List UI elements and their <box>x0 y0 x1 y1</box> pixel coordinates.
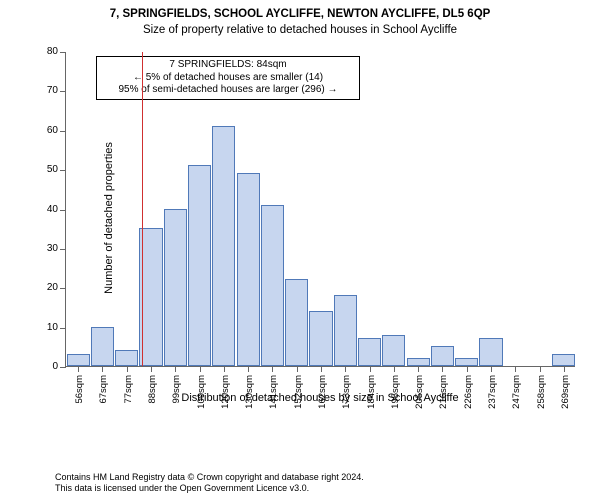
x-tick <box>442 366 443 372</box>
x-axis-label: Distribution of detached houses by size … <box>55 392 585 404</box>
footer-line1: Contains HM Land Registry data © Crown c… <box>55 472 364 483</box>
x-tick <box>78 366 79 372</box>
y-tick-label: 20 <box>38 282 58 293</box>
y-tick <box>60 249 66 250</box>
x-tick <box>127 366 128 372</box>
y-tick <box>60 52 66 53</box>
footer-line2: This data is licensed under the Open Gov… <box>55 483 364 494</box>
histogram-bar <box>115 350 138 366</box>
x-tick <box>345 366 346 372</box>
annot-line3: 95% of semi-detached houses are larger (… <box>103 84 353 97</box>
histogram-bar <box>237 173 260 366</box>
histogram-bar <box>552 354 575 366</box>
histogram-bar <box>91 327 114 366</box>
chart-container: Number of detached properties 7 SPRINGFI… <box>55 42 585 402</box>
y-tick-label: 40 <box>38 204 58 215</box>
histogram-bar <box>188 165 211 366</box>
annot-line1: 7 SPRINGFIELDS: 84sqm <box>103 59 353 72</box>
annot-line2: ← 5% of detached houses are smaller (14) <box>103 72 353 85</box>
x-tick <box>564 366 565 372</box>
y-tick <box>60 288 66 289</box>
histogram-bar <box>285 279 308 366</box>
footer-attribution: Contains HM Land Registry data © Crown c… <box>55 472 364 495</box>
histogram-bar <box>212 126 235 366</box>
plot-area: 7 SPRINGFIELDS: 84sqm ← 5% of detached h… <box>65 52 575 367</box>
annotation-box: 7 SPRINGFIELDS: 84sqm ← 5% of detached h… <box>96 56 360 100</box>
x-tick <box>467 366 468 372</box>
y-tick-label: 30 <box>38 243 58 254</box>
x-tick <box>102 366 103 372</box>
histogram-bar <box>261 205 284 366</box>
x-tick <box>248 366 249 372</box>
y-tick <box>60 367 66 368</box>
y-tick-label: 60 <box>38 125 58 136</box>
title-address: 7, SPRINGFIELDS, SCHOOL AYCLIFFE, NEWTON… <box>0 8 600 20</box>
x-tick <box>370 366 371 372</box>
x-tick <box>540 366 541 372</box>
y-tick <box>60 210 66 211</box>
x-tick <box>418 366 419 372</box>
histogram-bar <box>334 295 357 366</box>
histogram-bar <box>164 209 187 367</box>
marker-line <box>142 52 143 366</box>
histogram-bar <box>382 335 405 367</box>
x-tick <box>175 366 176 372</box>
histogram-bar <box>431 346 454 366</box>
y-tick <box>60 131 66 132</box>
x-tick <box>491 366 492 372</box>
histogram-bar <box>309 311 332 366</box>
x-tick <box>515 366 516 372</box>
histogram-bar <box>479 338 502 366</box>
y-tick <box>60 170 66 171</box>
histogram-bar <box>67 354 90 366</box>
y-tick-label: 10 <box>38 322 58 333</box>
histogram-bar <box>455 358 478 366</box>
y-tick-label: 70 <box>38 85 58 96</box>
x-tick <box>297 366 298 372</box>
y-tick <box>60 91 66 92</box>
y-tick-label: 80 <box>38 46 58 57</box>
x-tick <box>151 366 152 372</box>
x-tick <box>394 366 395 372</box>
x-tick <box>272 366 273 372</box>
y-tick <box>60 328 66 329</box>
x-tick <box>224 366 225 372</box>
histogram-bar <box>358 338 381 366</box>
y-tick-label: 50 <box>38 164 58 175</box>
histogram-bar <box>407 358 430 366</box>
title-subtitle: Size of property relative to detached ho… <box>0 24 600 36</box>
x-tick <box>321 366 322 372</box>
y-tick-label: 0 <box>38 361 58 372</box>
x-tick <box>200 366 201 372</box>
